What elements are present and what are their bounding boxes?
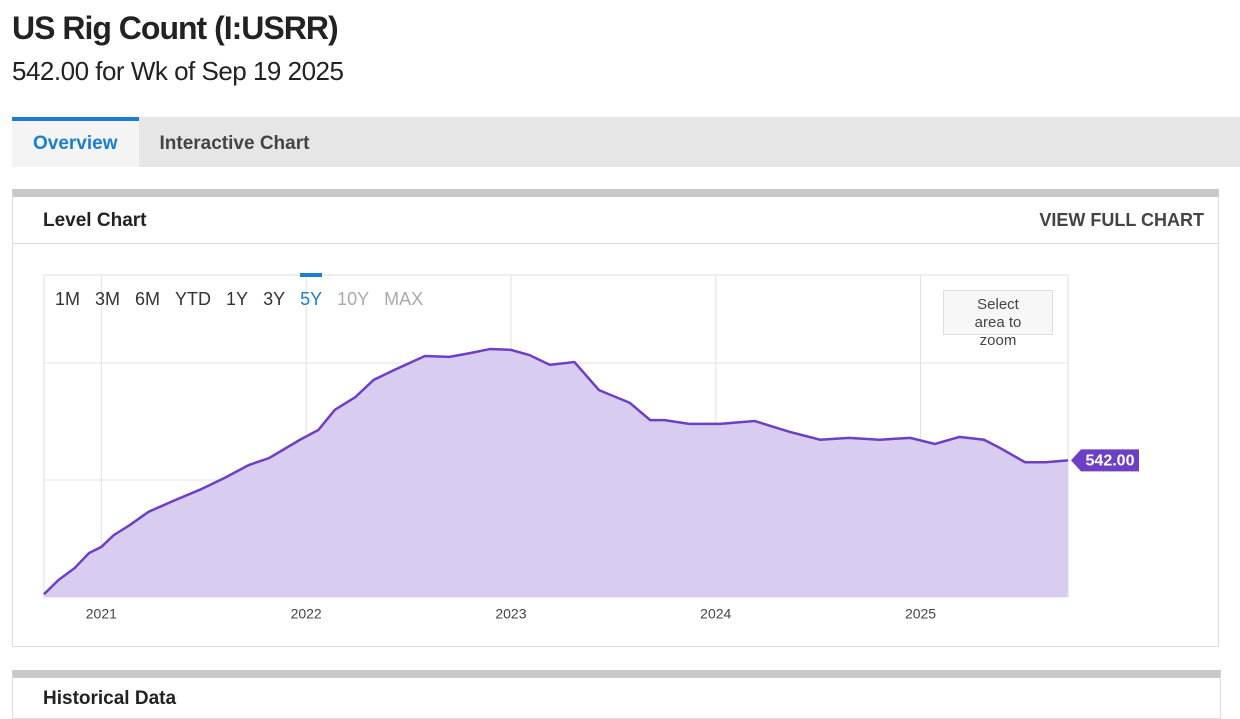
area-fill: [44, 348, 1068, 597]
tab[interactable]: Overview: [12, 117, 139, 167]
line: [43, 347, 1069, 596]
range-button: MAX: [384, 289, 424, 309]
divider: [13, 243, 1218, 244]
range-button[interactable]: 1M: [55, 289, 81, 309]
next-panel: [12, 670, 1221, 719]
x-tick-label: 2023: [495, 606, 526, 622]
range-button[interactable]: 1Y: [226, 289, 249, 309]
x-tick-label: 2021: [86, 606, 117, 622]
page: US Rig Count (I:USRR) 542.00 for Wk of S…: [12, 10, 1240, 719]
view-full-chart[interactable]: VIEW FULL CHART: [1039, 210, 1204, 230]
range-button[interactable]: YTD: [175, 289, 212, 309]
range-button[interactable]: 6M: [135, 289, 161, 309]
page-subtitle: 542.00 for Wk of Sep 19 2025: [12, 56, 344, 86]
chart: 2021 2022 2023 2024 2025 542.00: [43, 274, 1139, 622]
x-tick-label: 2024: [700, 606, 731, 622]
range-bg: [45, 276, 513, 364]
range-selector: 1M 3M 6M YTD 1Y 3Y 5Y 10Y MAX: [44, 273, 423, 319]
current-label: 542.00: [1086, 453, 1135, 470]
range-button[interactable]: 3M: [95, 289, 121, 309]
panel-title: Level Chart: [43, 210, 147, 231]
x-tick-label: 2022: [291, 606, 322, 622]
next-panel-title: Historical Data: [43, 688, 177, 709]
x-tick-label: 2025: [905, 606, 936, 622]
zoom-button[interactable]: Select area to zoom: [943, 290, 1053, 349]
tab[interactable]: Interactive Chart: [159, 133, 310, 154]
tab-bar: [12, 117, 1240, 167]
page-title: US Rig Count (I:USRR): [12, 10, 339, 46]
current-marker: [1071, 449, 1139, 472]
tabs: Overview Interactive Chart: [12, 117, 330, 167]
panel: [12, 189, 1219, 647]
range-button: 10Y: [337, 289, 370, 309]
range-button[interactable]: 5Y: [300, 273, 323, 319]
range-button[interactable]: 3Y: [263, 289, 286, 309]
